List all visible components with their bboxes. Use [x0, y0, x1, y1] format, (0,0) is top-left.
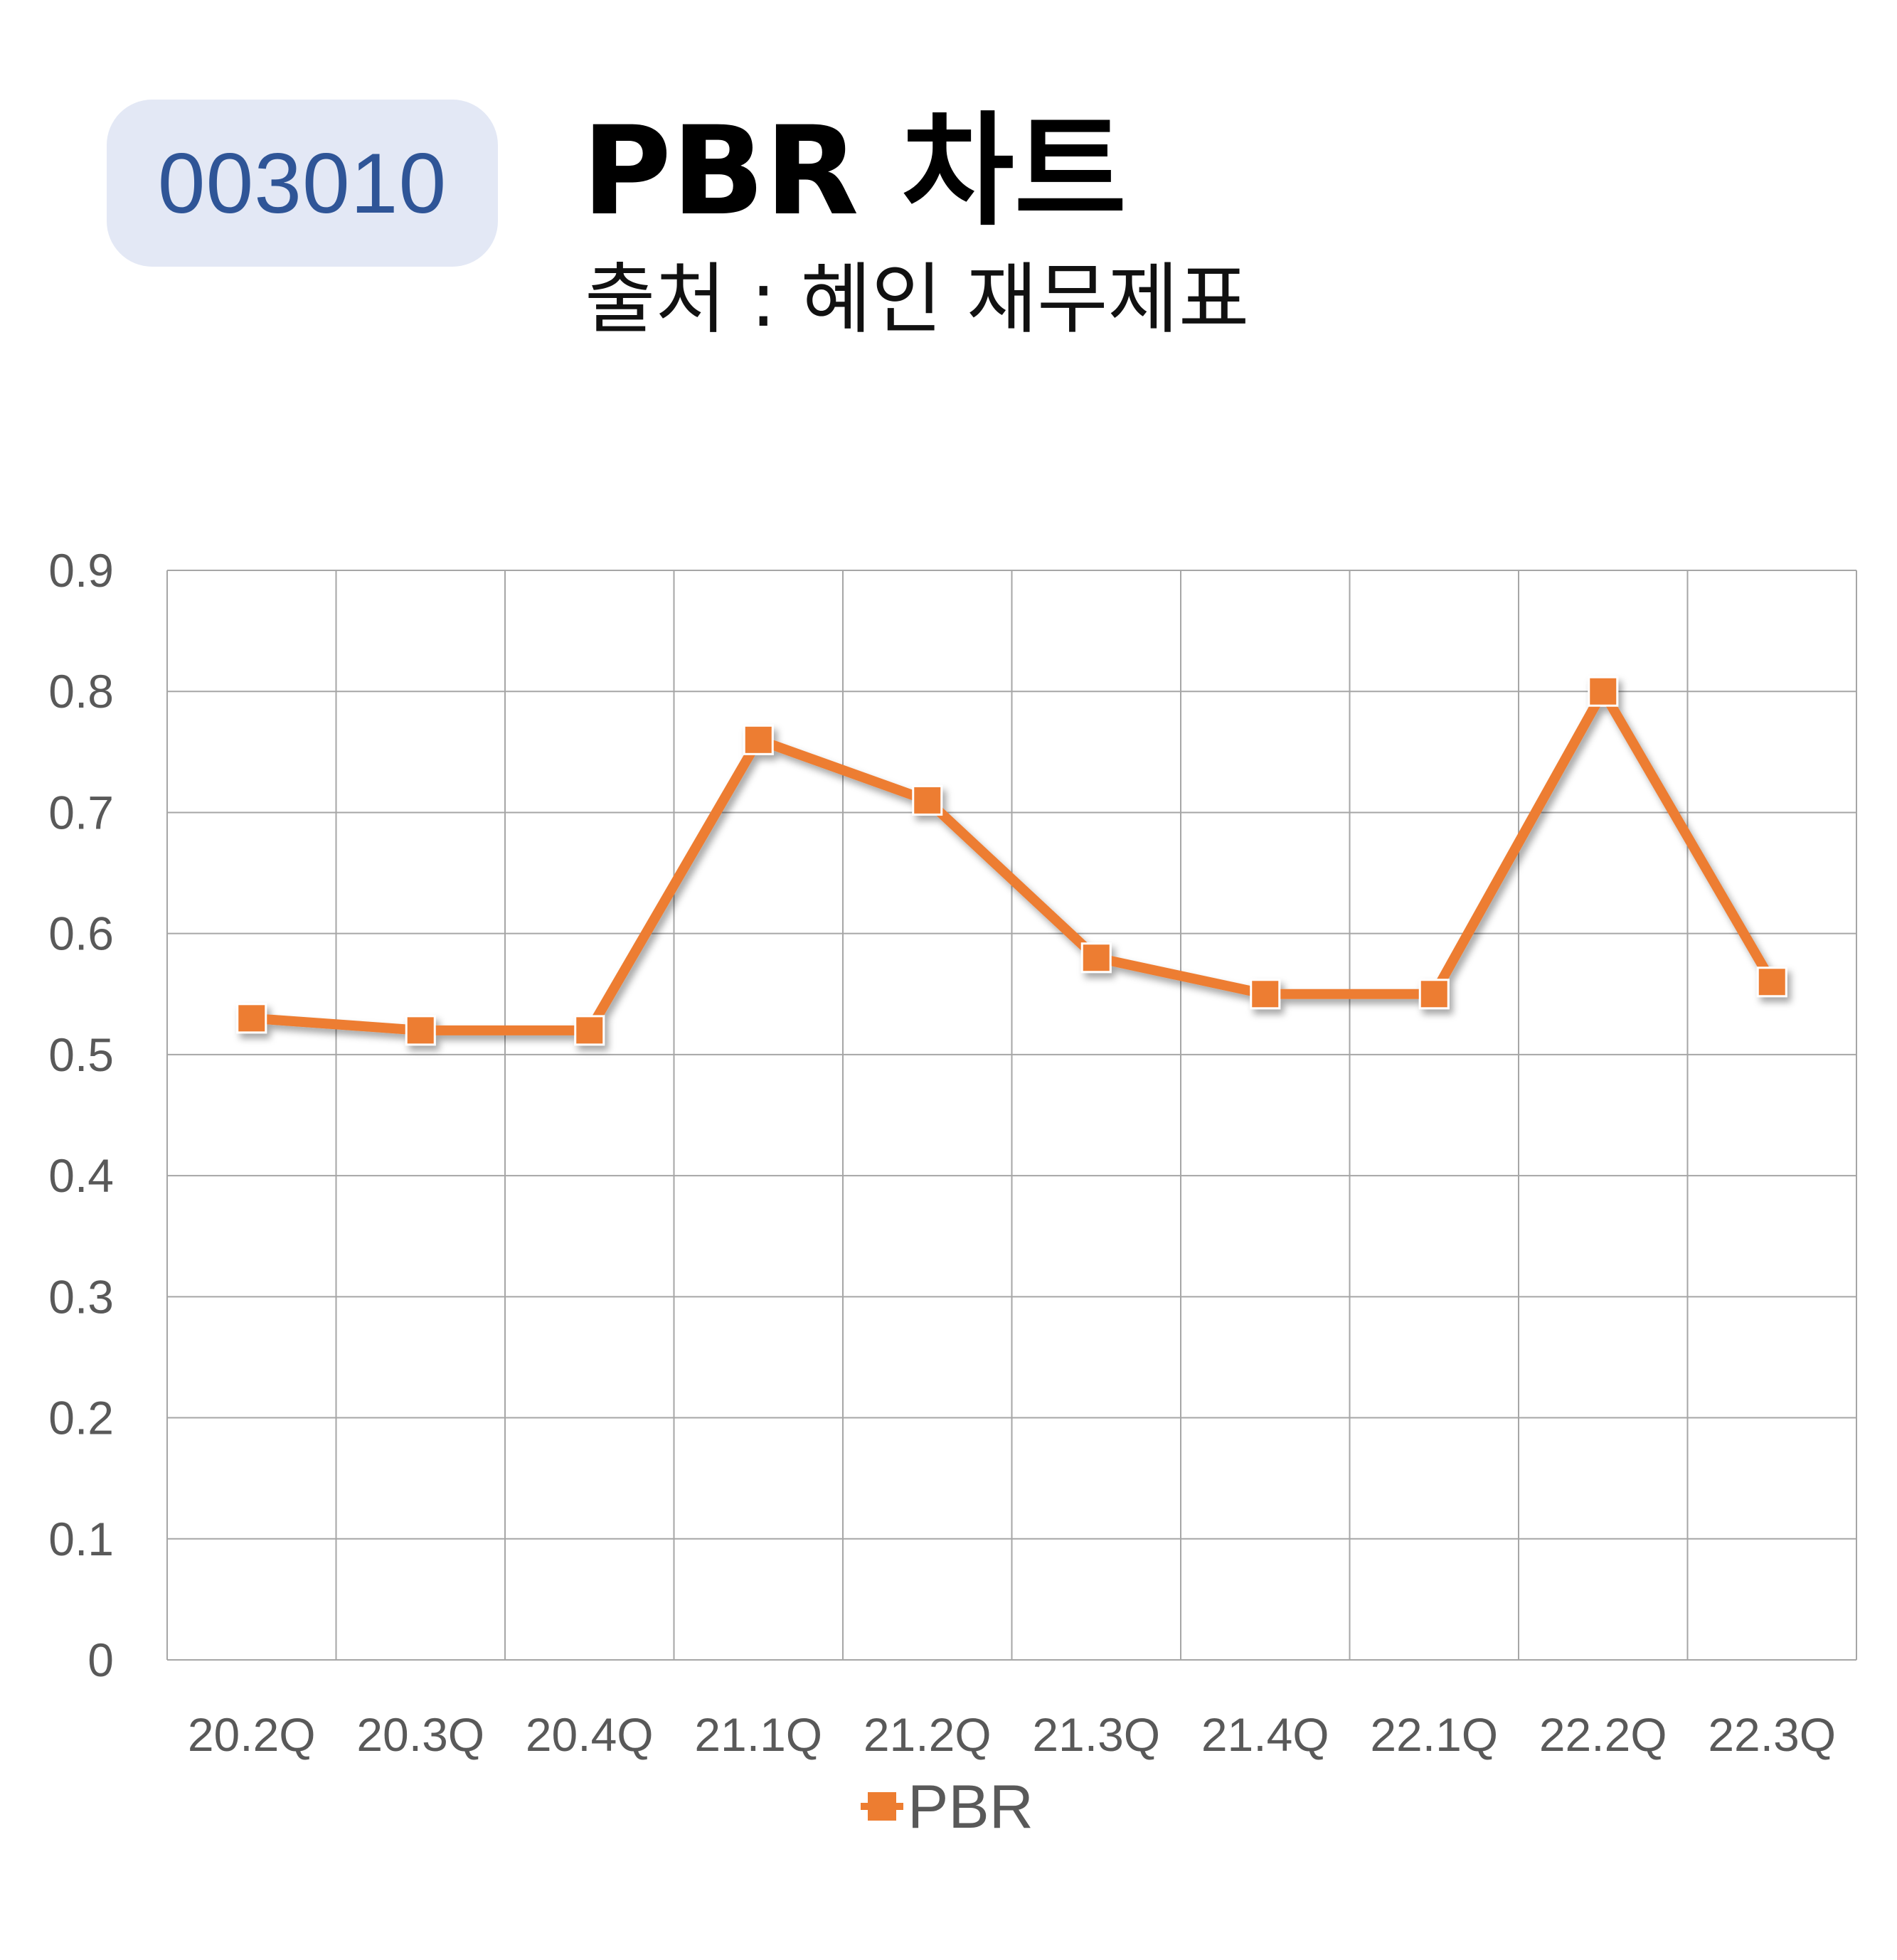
series-pbr: [236, 676, 1787, 1046]
x-tick-label: 21.2Q: [864, 1708, 992, 1761]
y-tick-label: 0.4: [48, 1149, 114, 1202]
data-point-marker: [574, 1015, 605, 1046]
y-tick-label: 0.9: [48, 544, 114, 597]
y-tick-label: 0.3: [48, 1270, 114, 1323]
data-point-marker: [1080, 942, 1112, 974]
x-tick-label: 20.2Q: [188, 1708, 316, 1761]
data-point-marker: [912, 784, 943, 816]
x-tick-label: 20.3Q: [356, 1708, 484, 1761]
series-line: [246, 686, 1778, 1035]
x-tick-label: 21.4Q: [1201, 1708, 1329, 1761]
y-axis-ticks: 0 0.1 0.2 0.3 0.4 0.5 0.6 0.7 0.8 0.9: [48, 544, 114, 1686]
y-tick-label: 0.1: [48, 1513, 114, 1565]
y-tick-label: 0.6: [48, 907, 114, 960]
x-tick-label: 22.2Q: [1539, 1708, 1667, 1761]
y-tick-label: 0: [87, 1634, 114, 1686]
stock-code-badge: 003010: [107, 100, 498, 267]
data-point-marker: [1418, 979, 1450, 1010]
data-point-marker: [236, 1003, 267, 1034]
chart-title: PBR 차트: [582, 100, 1127, 243]
x-tick-label: 21.3Q: [1032, 1708, 1160, 1761]
x-tick-label: 20.4Q: [526, 1708, 654, 1761]
stock-code: 003010: [157, 135, 447, 231]
data-point-marker: [743, 724, 774, 755]
data-point-marker: [1756, 966, 1787, 998]
x-tick-label: 22.1Q: [1370, 1708, 1498, 1761]
y-tick-label: 0.8: [48, 665, 114, 718]
x-tick-label: 21.1Q: [694, 1708, 822, 1761]
data-point-marker: [405, 1015, 436, 1046]
y-tick-label: 0.5: [48, 1028, 114, 1081]
data-point-marker: [1250, 979, 1281, 1010]
legend-label: PBR: [908, 1773, 1033, 1841]
chart-grid: [166, 570, 1857, 1661]
x-axis-ticks: 20.2Q 20.3Q 20.4Q 21.1Q 21.2Q 21.3Q 21.4Q 22.1Q…: [188, 1708, 1836, 1761]
y-tick-label: 0.2: [48, 1392, 114, 1444]
chart-subtitle: 출처 : 혜인 재무제표: [585, 255, 1250, 344]
y-tick-label: 0.7: [48, 786, 114, 838]
legend-marker-swatch: [868, 1792, 896, 1821]
data-point-marker: [1588, 676, 1619, 707]
x-tick-label: 22.3Q: [1708, 1708, 1836, 1761]
chart-legend: PBR: [861, 1773, 1033, 1841]
